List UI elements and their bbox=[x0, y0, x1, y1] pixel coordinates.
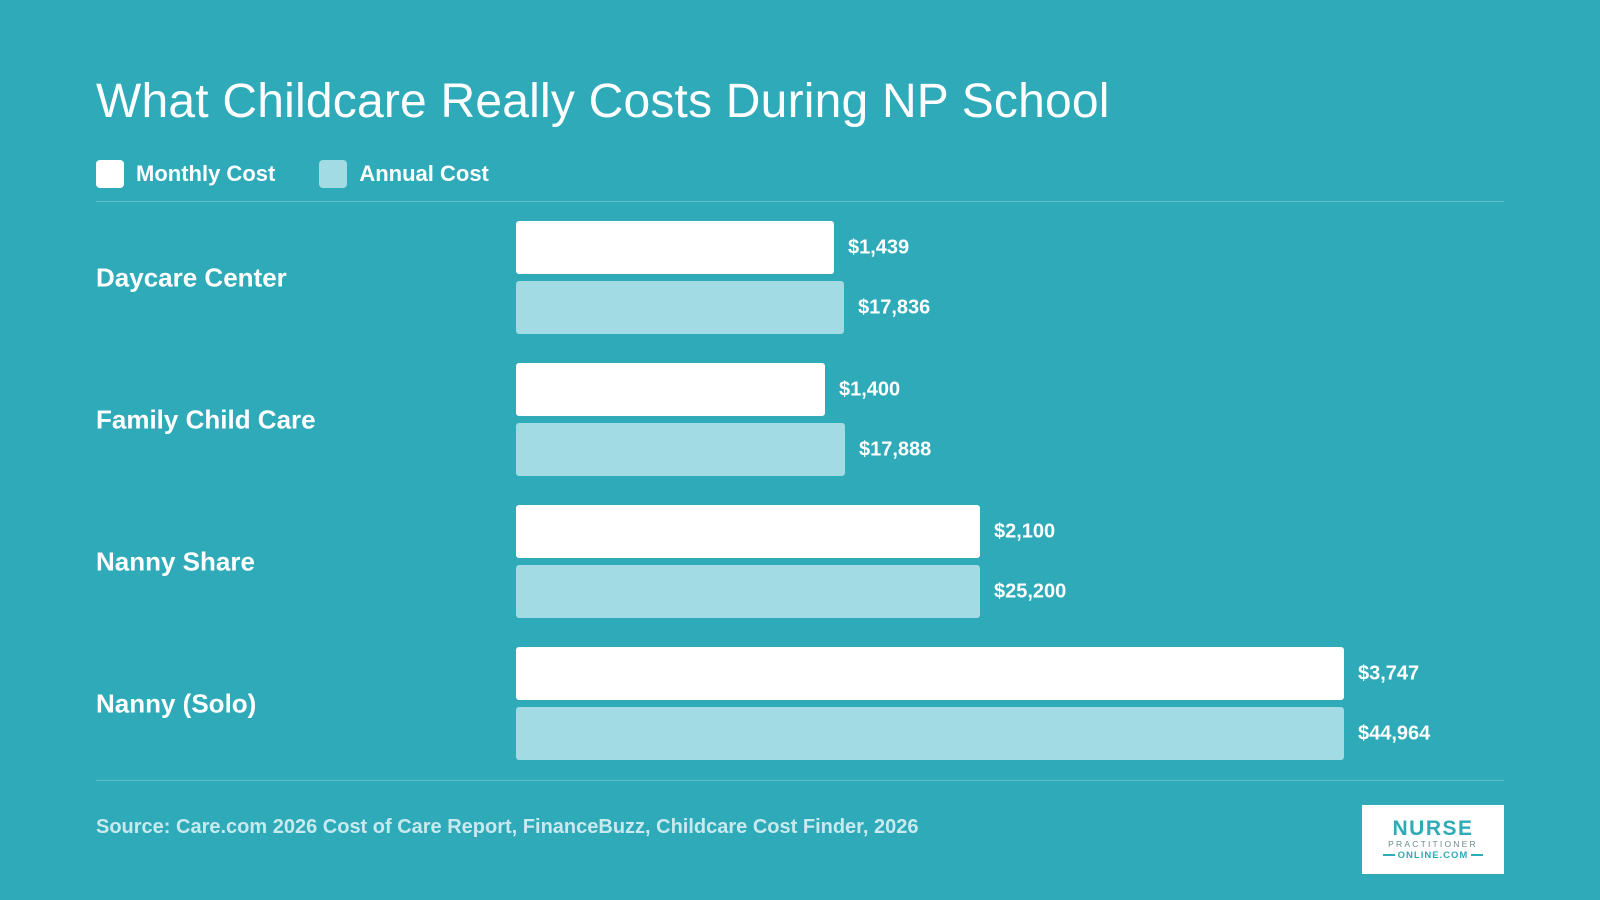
bar-annual bbox=[516, 423, 845, 476]
legend-swatch-annual bbox=[319, 160, 348, 188]
value-label-monthly: $1,400 bbox=[839, 378, 901, 400]
logo-dash-left bbox=[1382, 854, 1395, 856]
legend: Monthly Cost Annual Cost bbox=[96, 160, 533, 188]
logo-line-3: ONLINE.COM bbox=[1397, 849, 1469, 861]
value-label-annual: $17,836 bbox=[858, 296, 931, 318]
bar-monthly bbox=[516, 363, 825, 416]
nurse-practitioner-online-logo: NURSE PRACTITIONER ONLINE.COM bbox=[1362, 805, 1504, 874]
bar-annual bbox=[516, 565, 980, 618]
top-divider bbox=[96, 201, 1504, 202]
bar-monthly bbox=[516, 647, 1344, 700]
bottom-divider bbox=[96, 780, 1504, 781]
bar-monthly bbox=[516, 505, 980, 558]
value-label-annual: $17,888 bbox=[859, 438, 932, 460]
bar-monthly bbox=[516, 221, 834, 274]
legend-swatch-monthly bbox=[96, 160, 124, 188]
chart-title: What Childcare Really Costs During NP Sc… bbox=[96, 75, 1110, 128]
source-note: Source: Care.com 2026 Cost of Care Repor… bbox=[96, 816, 919, 838]
logo-line-3-wrap: ONLINE.COM bbox=[1380, 850, 1487, 861]
legend-label-monthly: Monthly Cost bbox=[136, 161, 276, 186]
legend-item-annual: Annual Cost bbox=[319, 160, 489, 188]
bar-annual bbox=[516, 281, 844, 334]
logo-dash-right bbox=[1471, 854, 1484, 856]
value-label-monthly: $2,100 bbox=[994, 520, 1056, 542]
value-label-annual: $44,964 bbox=[1358, 722, 1431, 744]
category-label: Nanny Share bbox=[96, 546, 255, 576]
category-label: Nanny (Solo) bbox=[96, 688, 257, 718]
legend-item-monthly: Monthly Cost bbox=[96, 160, 275, 188]
category-label: Daycare Center bbox=[96, 262, 287, 292]
logo-line-1: NURSE bbox=[1392, 816, 1474, 840]
legend-label-annual: Annual Cost bbox=[359, 161, 489, 186]
logo-line-2: PRACTITIONER bbox=[1388, 838, 1478, 849]
bar-annual bbox=[516, 707, 1344, 760]
category-label: Family Child Care bbox=[96, 404, 316, 434]
value-label-monthly: $1,439 bbox=[848, 236, 910, 258]
value-label-annual: $25,200 bbox=[994, 580, 1067, 602]
value-label-monthly: $3,747 bbox=[1358, 662, 1420, 684]
